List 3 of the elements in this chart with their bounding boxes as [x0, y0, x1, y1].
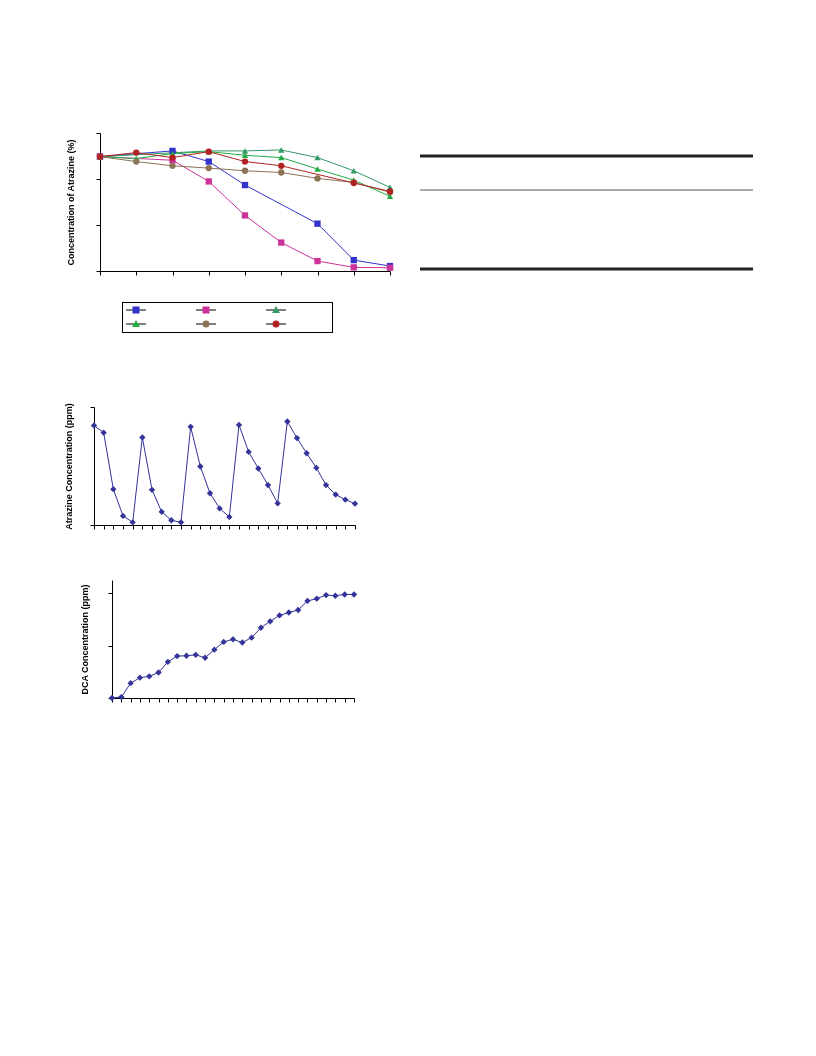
y-axis-title: Atrazine Concentration (ppm) — [64, 403, 74, 530]
y-axis-title: Concentration of Atrazine (%) — [66, 139, 76, 266]
y-axis-title: DCA Concentration (ppm) — [80, 584, 90, 695]
